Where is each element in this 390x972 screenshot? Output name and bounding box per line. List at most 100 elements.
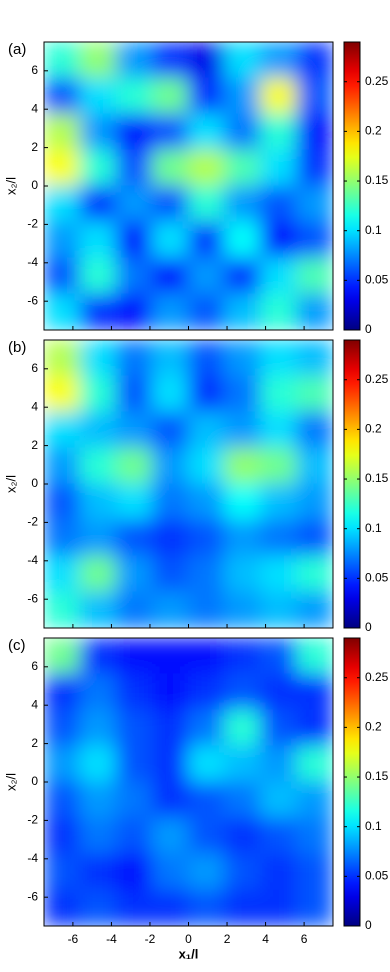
cell [224,638,262,675]
cell [224,42,262,79]
cell [224,591,262,628]
cell [296,42,333,79]
cell [115,77,153,115]
cell [79,555,117,593]
y-tick-label: 6 [31,361,38,375]
cell [151,483,189,521]
cell [115,673,153,711]
y-tick-label: 6 [31,659,38,673]
cell [151,257,189,295]
cell [44,257,81,295]
colorbar-tick-label: 0.1 [365,521,382,535]
cell [260,709,298,747]
cell [224,483,262,521]
cell [79,709,117,747]
cell [260,77,298,115]
cell [79,889,117,926]
colorbar [343,637,361,927]
x-label: x₁/l [179,946,199,961]
y-tick-label: 6 [31,63,38,77]
cell [115,817,153,855]
cell [224,149,262,187]
cell [115,340,153,377]
panel-label: (a) [8,41,26,58]
cell [188,591,226,628]
cell [151,673,189,711]
cell [44,293,81,330]
cell [79,185,117,223]
cell [115,709,153,747]
x-tick-label: 6 [301,932,308,946]
x-tick-label: -4 [106,932,117,946]
cell [151,411,189,449]
plot-area [44,340,333,628]
cell [151,113,189,151]
cell [188,745,226,783]
cell [79,519,117,557]
panel-label: (b) [8,339,26,356]
cell [188,781,226,819]
cell [79,781,117,819]
cell [115,447,153,485]
plot-area [44,638,333,926]
cell [115,638,153,675]
cell [44,483,81,521]
colorbar-tick-label: 0.25 [365,670,389,684]
cell [296,113,333,151]
cell [260,411,298,449]
cell [188,889,226,926]
cell [260,555,298,593]
cell [260,483,298,521]
colorbar-tick-label: 0.25 [365,372,389,386]
cell [260,519,298,557]
cell [296,889,333,926]
y-label: x₂/l [3,475,18,493]
cell [260,745,298,783]
cell [44,77,81,115]
cell [79,375,117,413]
cell [296,817,333,855]
cell [115,293,153,330]
cell [224,781,262,819]
cell [188,555,226,593]
cell [44,340,81,377]
cell [260,293,298,330]
cell [260,638,298,675]
y-tick-label: -6 [27,591,38,605]
cell [79,77,117,115]
cell [260,185,298,223]
cell [296,293,333,330]
y-label: x₂/l [3,773,18,791]
cell [296,519,333,557]
cell [188,483,226,521]
panel-label: (c) [8,637,26,654]
colorbar-tick-label: 0.15 [365,173,389,187]
cell [224,709,262,747]
cell [188,221,226,259]
cell [79,483,117,521]
cell [260,673,298,711]
colorbar-tick-label: 0 [365,322,372,336]
cell [188,185,226,223]
cell [188,113,226,151]
cell [188,638,226,675]
cell [79,42,117,79]
cell [151,889,189,926]
cell [296,375,333,413]
cell [224,889,262,926]
cell [296,673,333,711]
cell [188,340,226,377]
colorbar-tick-label: 0.1 [365,819,382,833]
cell [44,673,81,711]
cell [224,555,262,593]
cell [296,340,333,377]
cell [44,889,81,926]
cell [79,853,117,891]
cell [115,113,153,151]
cell [260,340,298,377]
x-tick-label: -2 [145,932,156,946]
cell [115,853,153,891]
cell [151,375,189,413]
y-tick-label: 0 [31,178,38,192]
cell [260,221,298,259]
